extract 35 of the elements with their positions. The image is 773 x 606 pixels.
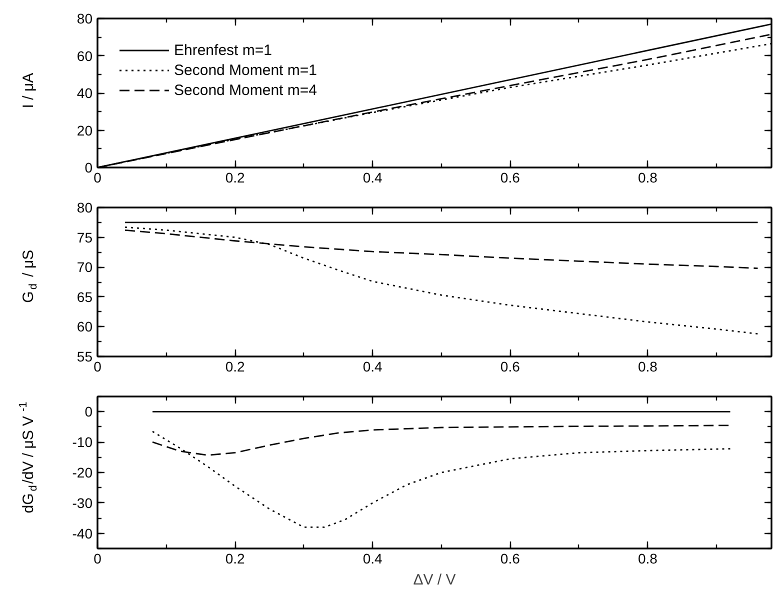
x-tick-label: 0.6 [500, 170, 520, 186]
y-tick-label: 0 [84, 160, 93, 176]
y-tick-label: 20 [76, 122, 93, 138]
y-tick-label: 80 [76, 10, 93, 26]
y-tick-label: -30 [72, 494, 93, 511]
y-tick-label: 40 [76, 85, 93, 101]
y-tick-label: 65 [76, 288, 93, 305]
x-tick-label: 0.2 [225, 358, 245, 374]
legend-label: Ehrenfest m=1 [174, 40, 272, 60]
y-tick-label: 80 [76, 200, 93, 216]
x-tick-label: 0.6 [500, 358, 520, 374]
x-tick-label: 0.2 [225, 170, 245, 186]
x-tick-label: 0.6 [500, 550, 520, 566]
y-tick-label: 0 [84, 404, 93, 420]
x-tick-label: 0.4 [362, 550, 383, 566]
x-tick-label: 0.8 [638, 550, 658, 566]
legend-label: Second Moment m=1 [174, 60, 317, 80]
y-axis-title: dGd/dV / μS V-1 [18, 402, 40, 514]
y-tick-label: -40 [72, 525, 93, 542]
x-tick-label: 0.4 [362, 358, 383, 374]
y-axis-title: I / μA [20, 72, 37, 108]
x-tick-label: 0.2 [225, 550, 245, 566]
y-tick-label: 55 [76, 348, 93, 364]
y-tick-label: 60 [76, 48, 93, 64]
y-tick-label: -20 [72, 464, 93, 480]
x-tick-label: 0.8 [638, 170, 658, 186]
x-axis-title: ΔV / V [413, 572, 456, 588]
x-tick-label: 0.4 [362, 170, 383, 186]
y-tick-label: -10 [72, 434, 93, 450]
y-tick-label: 70 [76, 259, 93, 276]
legend-label: Second Moment m=4 [174, 80, 317, 100]
y-axis-title: Gd / μS [20, 250, 40, 303]
y-tick-label: 75 [76, 229, 93, 246]
x-tick-label: 0.8 [638, 358, 658, 374]
y-tick-label: 60 [76, 318, 93, 335]
